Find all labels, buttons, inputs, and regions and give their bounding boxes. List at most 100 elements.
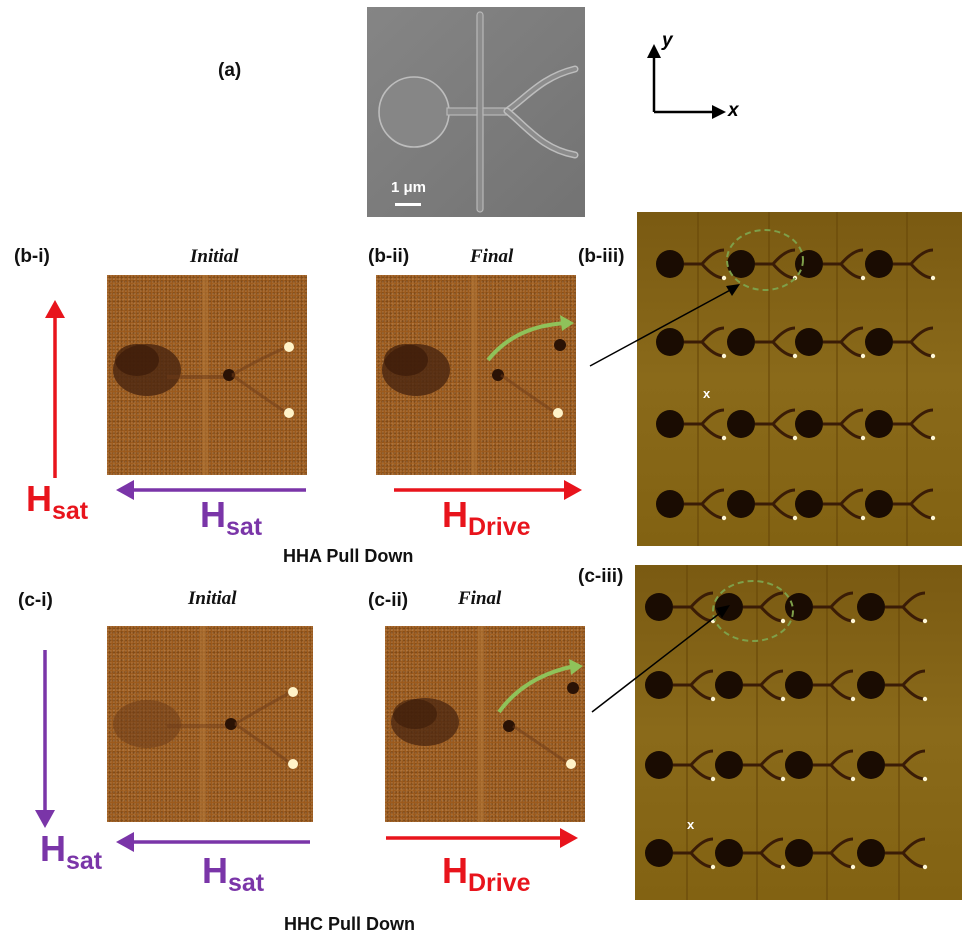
array-arm (771, 423, 796, 440)
array-arm (759, 591, 784, 608)
array-arm (759, 837, 784, 854)
array-arm (771, 503, 796, 520)
array-arm (829, 837, 854, 854)
array-arm (839, 423, 864, 440)
array-disc (656, 490, 684, 518)
arrow-up-red (40, 298, 70, 480)
array-arm (909, 341, 934, 358)
array-bright-spot (850, 618, 856, 624)
array-disc (865, 328, 893, 356)
array-arm (771, 341, 796, 358)
array-arm (700, 248, 725, 265)
array-arm (901, 852, 926, 869)
array-arm (829, 764, 854, 781)
array-bright-spot (922, 864, 928, 870)
axis-x-label: x (728, 100, 739, 121)
array-disc (645, 839, 673, 867)
array-arm (759, 852, 784, 869)
array-disc (656, 250, 684, 278)
pointer-line-b (589, 284, 740, 367)
array-bright-spot (922, 618, 928, 624)
panel-label-b-i: (b-i) (14, 246, 50, 267)
array-arm (901, 837, 926, 854)
array-disc (865, 490, 893, 518)
array-disc (857, 839, 885, 867)
array-bright-spot (780, 776, 786, 782)
arrow-left-purple-b (112, 478, 308, 502)
field-label-c-drive: HDrive (442, 850, 531, 897)
array-disc (727, 490, 755, 518)
array-bright-spot (792, 353, 798, 359)
panel-label-b-ii: (b-ii) (368, 246, 410, 267)
panel-label-a: (a) (218, 60, 242, 81)
array-arm (901, 749, 926, 766)
array-arm (829, 749, 854, 766)
mfm-array-c: x (635, 565, 962, 900)
array-bright-spot (710, 696, 716, 702)
array-bright-spot (710, 864, 716, 870)
array-disc (656, 328, 684, 356)
axis-y-label: y (662, 30, 673, 51)
panel-label-c-iii: (c-iii) (578, 566, 624, 587)
array-arm (901, 684, 926, 701)
array-disc (857, 751, 885, 779)
highlight-ellipse (726, 229, 804, 291)
array-arm (700, 408, 725, 425)
mfm-array-b: x (637, 212, 962, 546)
field-label-b-drive: HDrive (442, 494, 531, 541)
array-arm (771, 488, 796, 505)
array-disc (785, 593, 813, 621)
array-disc (727, 250, 755, 278)
array-arm (839, 326, 864, 343)
caption-c-final: Final (458, 588, 502, 609)
array-arm (829, 684, 854, 701)
array-bright-spot (721, 515, 727, 521)
array-arm (901, 606, 926, 623)
array-disc (795, 490, 823, 518)
array-bright-spot (922, 696, 928, 702)
array-arm (759, 764, 784, 781)
sem-structure (367, 7, 585, 217)
array-bright-spot (930, 353, 936, 359)
array-arm (700, 423, 725, 440)
array-disc (865, 250, 893, 278)
array-arm (909, 326, 934, 343)
array-bright-spot (860, 515, 866, 521)
array-bright-spot (850, 696, 856, 702)
array-arm (829, 591, 854, 608)
array-bright-spot (850, 776, 856, 782)
array-disc (715, 839, 743, 867)
mfm-image-c-initial (107, 626, 313, 822)
arrow-right-red-b (392, 478, 586, 502)
array-bright-spot (860, 275, 866, 281)
array-disc (785, 751, 813, 779)
array-bright-spot (930, 435, 936, 441)
caption-c-initial: Initial (188, 588, 237, 609)
array-arm (759, 669, 784, 686)
mfm-image-c-final (385, 626, 585, 822)
array-bright-spot (721, 435, 727, 441)
array-disc (857, 593, 885, 621)
panel-label-c-i: (c-i) (18, 590, 53, 611)
array-bright-spot (922, 776, 928, 782)
highlight-ellipse (712, 580, 794, 642)
array-arm (909, 503, 934, 520)
array-arm (839, 263, 864, 280)
caption-b-final: Final (470, 246, 514, 267)
array-arm (759, 749, 784, 766)
array-arm (689, 764, 714, 781)
axes-indicator: y x (640, 30, 750, 130)
array-bright-spot (792, 515, 798, 521)
array-arm (829, 606, 854, 623)
array-arm (759, 684, 784, 701)
array-arm (689, 591, 714, 608)
array-disc (645, 671, 673, 699)
field-label-c-left: Hsat (40, 828, 103, 875)
array-arm (759, 606, 784, 623)
array-bright-spot (930, 515, 936, 521)
array-bright-spot (850, 864, 856, 870)
array-arm (689, 749, 714, 766)
mfm-image-b-final (376, 275, 576, 475)
array-disc (645, 593, 673, 621)
array-arm (909, 488, 934, 505)
